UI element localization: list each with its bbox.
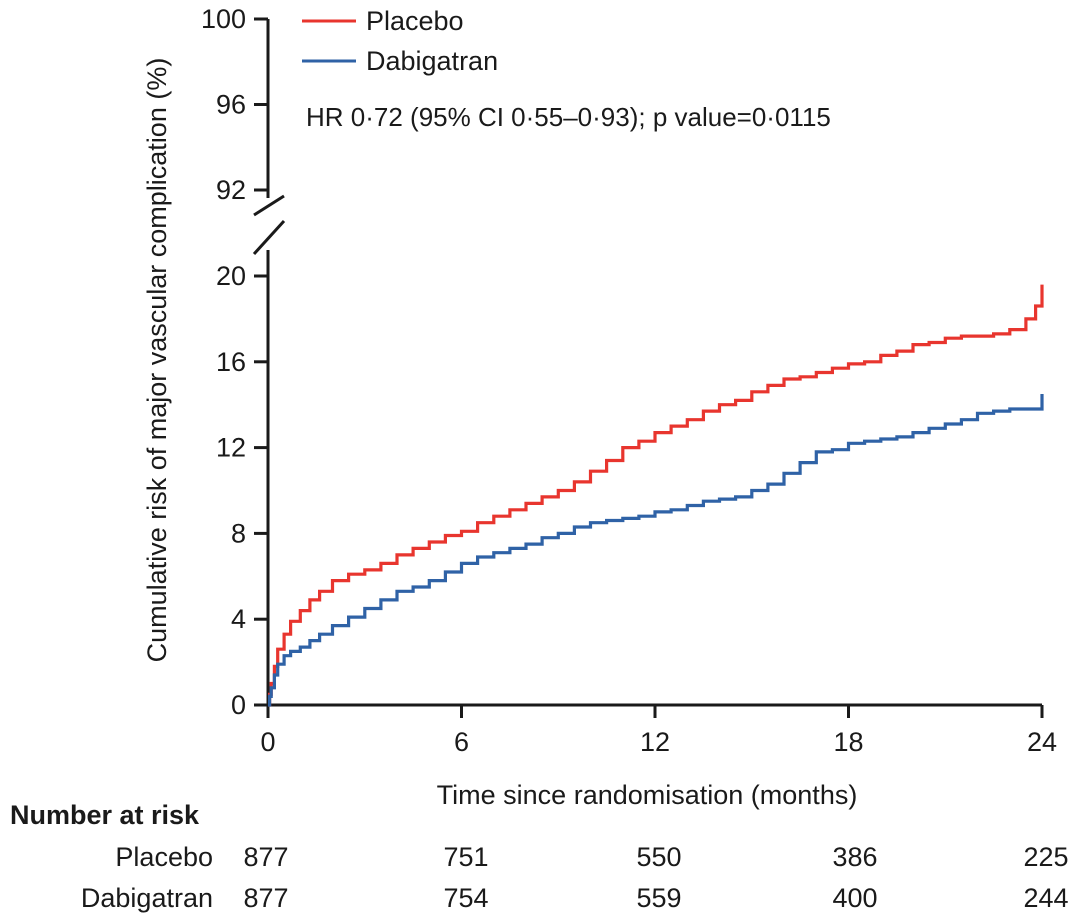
x-tick-label: 6 bbox=[454, 727, 469, 757]
y-tick-label: 12 bbox=[216, 433, 246, 463]
series-line-placebo bbox=[268, 284, 1044, 707]
x-tick-label: 24 bbox=[1027, 727, 1057, 757]
x-ticks: 0 6 12 18 24 bbox=[260, 705, 1057, 757]
number-at-risk-table: Number at risk Placebo 877 751 550 386 225 Dab… bbox=[10, 800, 1069, 913]
risk-value: 877 bbox=[243, 883, 288, 913]
y-tick-label: 96 bbox=[216, 90, 246, 120]
risk-value: 877 bbox=[243, 842, 288, 872]
y-tick-label: 0 bbox=[231, 690, 246, 720]
risk-value: 244 bbox=[1023, 883, 1068, 913]
axes: 92 96 100 0 4 8 12 16 20 0 6 12 18 24 bbox=[201, 4, 1057, 757]
y-tick-label: 8 bbox=[231, 518, 246, 548]
x-axis-title: Time since randomisation (months) bbox=[437, 780, 858, 810]
number-at-risk-title: Number at risk bbox=[10, 800, 200, 830]
risk-value: 400 bbox=[832, 883, 877, 913]
risk-value: 751 bbox=[443, 842, 488, 872]
x-tick-label: 0 bbox=[260, 727, 275, 757]
risk-value: 225 bbox=[1023, 842, 1068, 872]
risk-row-label: Dabigatran bbox=[81, 883, 213, 913]
y-tick-label: 20 bbox=[216, 261, 246, 291]
y-axis-title: Cumulative risk of major vascular compli… bbox=[142, 58, 172, 663]
y-tick-label: 4 bbox=[231, 604, 246, 634]
x-tick-label: 18 bbox=[833, 727, 863, 757]
risk-value: 386 bbox=[832, 842, 877, 872]
y-tick-label: 92 bbox=[216, 175, 246, 205]
series-layer bbox=[268, 284, 1044, 707]
axis-break-marker bbox=[252, 194, 286, 256]
hazard-ratio-annotation: HR 0·72 (95% CI 0·55–0·93); p value=0·01… bbox=[306, 102, 831, 132]
legend-label-placebo: Placebo bbox=[366, 6, 464, 36]
y-tick-label: 16 bbox=[216, 347, 246, 377]
legend-label-dabigatran: Dabigatran bbox=[366, 46, 498, 76]
series-line-dabigatran bbox=[268, 394, 1044, 707]
risk-value: 550 bbox=[636, 842, 681, 872]
y-ticks-lower: 0 4 8 12 16 20 bbox=[216, 261, 268, 720]
risk-row-label: Placebo bbox=[115, 842, 213, 872]
y-ticks-upper: 92 96 100 bbox=[201, 4, 268, 205]
risk-value: 559 bbox=[636, 883, 681, 913]
y-tick-label: 100 bbox=[201, 4, 246, 34]
x-tick-label: 12 bbox=[640, 727, 670, 757]
risk-value: 754 bbox=[443, 883, 488, 913]
legend: Placebo Dabigatran bbox=[302, 6, 498, 76]
